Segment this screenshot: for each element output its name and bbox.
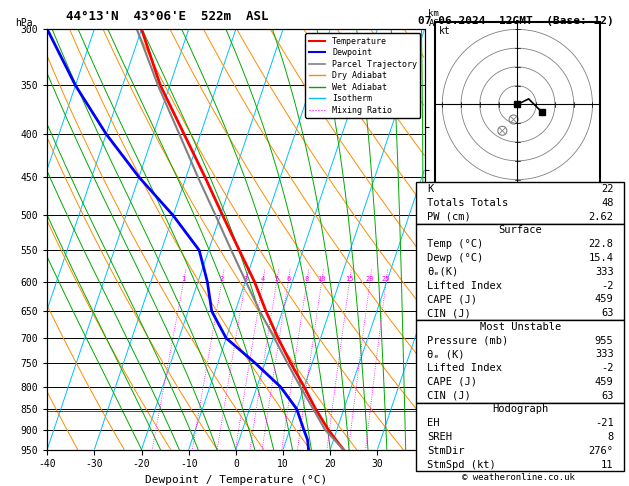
Text: CAPE (J): CAPE (J): [426, 295, 477, 304]
Text: 44°13'N  43°06'E  522m  ASL: 44°13'N 43°06'E 522m ASL: [66, 10, 269, 23]
Text: 2.62: 2.62: [589, 212, 613, 222]
Text: LCL: LCL: [425, 406, 448, 416]
Text: Temp (°C): Temp (°C): [426, 239, 483, 249]
Bar: [416, 224, 624, 320]
Text: 8: 8: [608, 432, 613, 442]
Text: 955: 955: [595, 336, 613, 346]
Text: K: K: [426, 184, 433, 194]
Text: Most Unstable: Most Unstable: [479, 322, 561, 332]
Text: StmSpd (kt): StmSpd (kt): [426, 460, 496, 469]
Text: Hodograph: Hodograph: [492, 404, 548, 415]
Text: Surface: Surface: [498, 226, 542, 235]
Text: -2: -2: [601, 363, 613, 373]
Text: StmDir: StmDir: [426, 446, 464, 456]
Text: 459: 459: [595, 295, 613, 304]
Text: θₑ(K): θₑ(K): [426, 267, 458, 277]
Text: km
ASL: km ASL: [428, 9, 445, 28]
Text: 333: 333: [595, 349, 613, 359]
Text: CIN (J): CIN (J): [426, 308, 470, 318]
Text: 07.06.2024  12GMT  (Base: 12): 07.06.2024 12GMT (Base: 12): [418, 16, 614, 26]
Text: 5: 5: [274, 276, 279, 282]
Text: 22: 22: [601, 184, 613, 194]
Bar: [416, 182, 624, 224]
Text: PW (cm): PW (cm): [426, 212, 470, 222]
Legend: Temperature, Dewpoint, Parcel Trajectory, Dry Adiabat, Wet Adiabat, Isotherm, Mi: Temperature, Dewpoint, Parcel Trajectory…: [306, 34, 420, 118]
Text: 22.8: 22.8: [589, 239, 613, 249]
Bar: [416, 402, 624, 471]
Text: 10: 10: [318, 276, 326, 282]
Text: 4: 4: [260, 276, 265, 282]
Text: 2: 2: [220, 276, 224, 282]
Text: kt: kt: [438, 26, 450, 35]
Text: Mixing Ratio (g/kg): Mixing Ratio (g/kg): [488, 188, 497, 291]
Text: Pressure (mb): Pressure (mb): [426, 336, 508, 346]
Text: Lifted Index: Lifted Index: [426, 363, 502, 373]
Bar: [416, 320, 624, 402]
Text: CAPE (J): CAPE (J): [426, 377, 477, 387]
Text: 48: 48: [601, 198, 613, 208]
X-axis label: Dewpoint / Temperature (°C): Dewpoint / Temperature (°C): [145, 475, 327, 485]
Text: hPa: hPa: [15, 18, 33, 28]
Text: 63: 63: [601, 308, 613, 318]
Text: Lifted Index: Lifted Index: [426, 280, 502, 291]
Text: © weatheronline.co.uk: © weatheronline.co.uk: [462, 473, 576, 482]
Text: 15.4: 15.4: [589, 253, 613, 263]
Text: 15: 15: [345, 276, 353, 282]
Text: 333: 333: [595, 267, 613, 277]
Text: CIN (J): CIN (J): [426, 391, 470, 400]
Text: 11: 11: [601, 460, 613, 469]
Text: 6: 6: [286, 276, 290, 282]
Text: SREH: SREH: [426, 432, 452, 442]
Text: 459: 459: [595, 377, 613, 387]
Text: 20: 20: [365, 276, 374, 282]
Text: 3: 3: [243, 276, 247, 282]
Text: 276°: 276°: [589, 446, 613, 456]
Text: 1: 1: [181, 276, 186, 282]
Text: θₑ (K): θₑ (K): [426, 349, 464, 359]
Text: 25: 25: [382, 276, 390, 282]
Text: EH: EH: [426, 418, 439, 428]
Text: Dewp (°C): Dewp (°C): [426, 253, 483, 263]
Text: -2: -2: [601, 280, 613, 291]
Text: 8: 8: [304, 276, 309, 282]
Text: -21: -21: [595, 418, 613, 428]
Text: Totals Totals: Totals Totals: [426, 198, 508, 208]
Text: 63: 63: [601, 391, 613, 400]
